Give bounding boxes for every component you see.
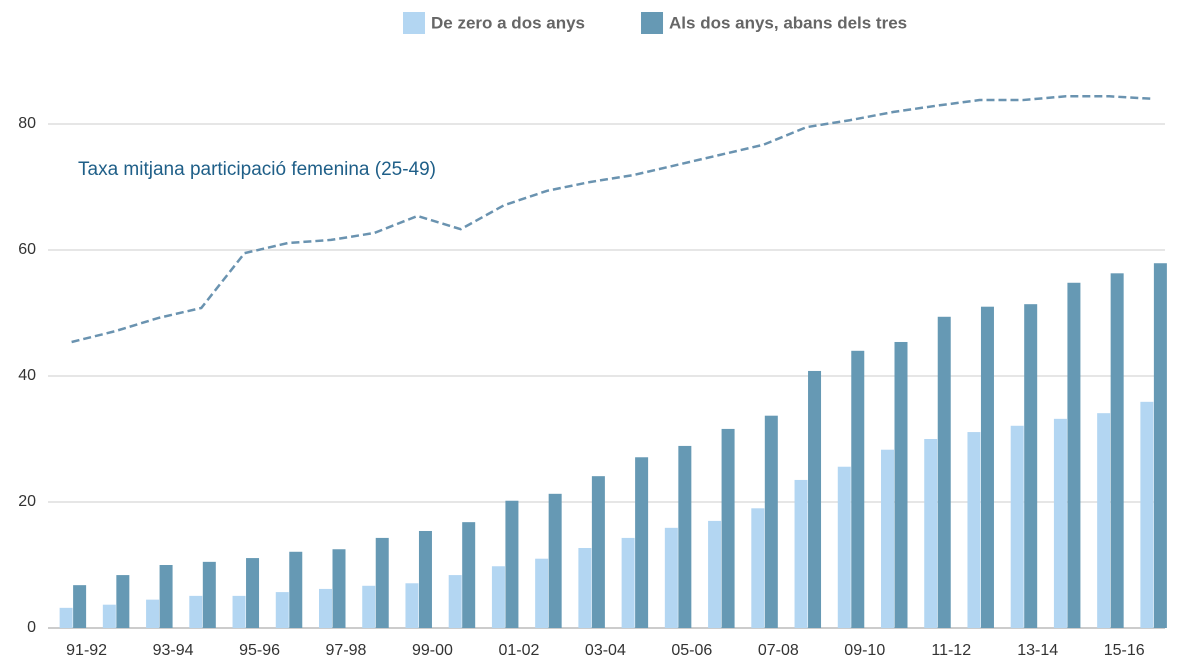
bar [1010,425,1024,628]
legend-swatch [641,12,664,34]
bar [881,449,894,628]
bar [578,547,592,628]
bar [721,428,735,628]
x-tick-label: 15-16 [1104,642,1145,659]
x-tick-label: 07-08 [758,642,799,659]
bar [73,585,87,628]
bar [275,592,289,628]
x-tick-label: 01-02 [498,642,539,659]
bar [535,558,549,628]
bar [289,551,303,628]
y-tick-label: 0 [27,619,36,636]
bar [708,520,722,628]
bar [751,508,765,628]
bar [851,350,865,628]
bar [664,527,678,628]
bar [189,595,203,628]
bar [808,370,822,628]
bar [462,522,476,628]
bar [362,585,376,628]
bar [102,604,116,628]
bar [837,466,851,628]
bar [159,565,173,628]
bar [319,588,332,628]
y-tick-label: 60 [18,241,36,258]
y-tick-label: 80 [18,115,36,132]
bar [764,415,778,628]
bar [794,479,808,628]
x-tick-label: 05-06 [671,642,712,659]
y-tick-label: 40 [18,367,36,384]
bar [548,493,562,628]
bar [375,537,389,628]
bar [1153,263,1167,628]
bar [232,595,246,628]
bar [246,558,260,628]
x-tick-label: 11-12 [931,642,971,659]
bar [591,476,605,628]
bar [116,575,130,628]
bar [1097,413,1111,628]
bar [405,583,419,628]
legend-label: Als dos anys, abans dels tres [669,13,907,32]
bar [635,457,649,628]
x-tick-label: 13-14 [1017,642,1058,659]
x-tick-label: 93-94 [153,642,194,659]
x-tick-label: 97-98 [326,642,367,659]
bar [332,549,346,628]
bar [1140,401,1154,628]
bar [491,566,505,628]
bar [1024,304,1038,628]
x-tick-label: 95-96 [239,642,280,659]
y-tick-label: 20 [18,493,36,510]
bar [924,439,938,628]
bar [1053,418,1067,628]
bar [505,500,519,628]
x-tick-label: 03-04 [585,642,626,659]
line [71,95,1153,344]
bar [202,561,216,628]
bar [980,306,994,628]
x-tick-label: 91-92 [66,642,107,659]
bar [678,445,692,628]
legend-label: De zero a dos anys [431,13,585,32]
bar [59,607,73,628]
line-label: Taxa mitjana participació femenina (25-4… [78,159,436,180]
bar [1067,282,1081,628]
bar [967,432,981,628]
bar [894,341,908,628]
legend-swatch [403,12,425,34]
bar [1110,273,1124,628]
bar [937,316,951,628]
bar [621,537,635,628]
x-tick-label: 09-10 [844,642,885,659]
bar [146,599,160,628]
bar [448,575,462,628]
x-tick-label: 99-00 [412,642,453,659]
bar [418,530,432,628]
